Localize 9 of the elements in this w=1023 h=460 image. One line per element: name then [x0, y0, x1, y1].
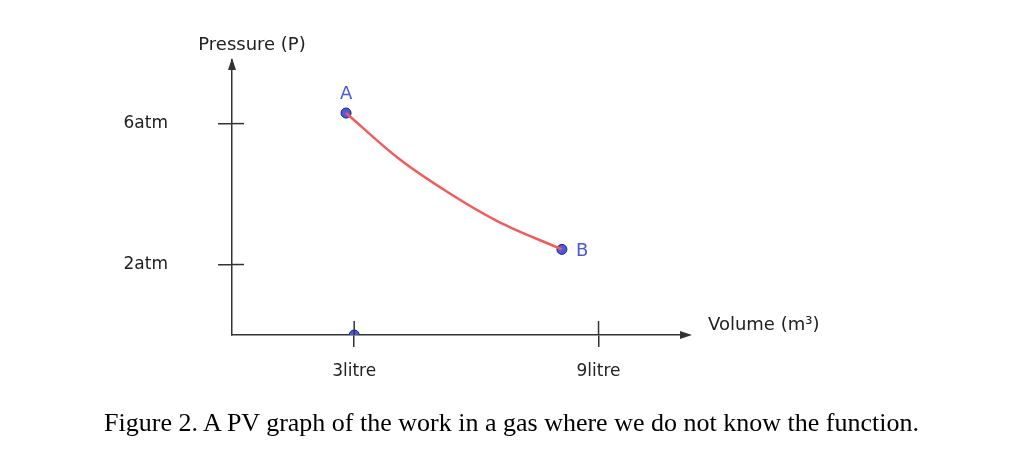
annotation: A: [339, 81, 353, 103]
y-tick-label: 2atm: [123, 252, 168, 273]
y-axis-title: Pressure (P): [198, 32, 306, 54]
caption: Figure 2. A PV graph of the work in a gas where we do not know the function.: [103, 408, 920, 438]
annotation: B: [575, 239, 589, 261]
x-axis-title: Volume (m³): [708, 312, 820, 334]
x-tick-label: 9litre: [576, 359, 621, 380]
x-tick-label: 3litre: [332, 359, 377, 380]
y-tick-label: 6atm: [123, 112, 168, 133]
